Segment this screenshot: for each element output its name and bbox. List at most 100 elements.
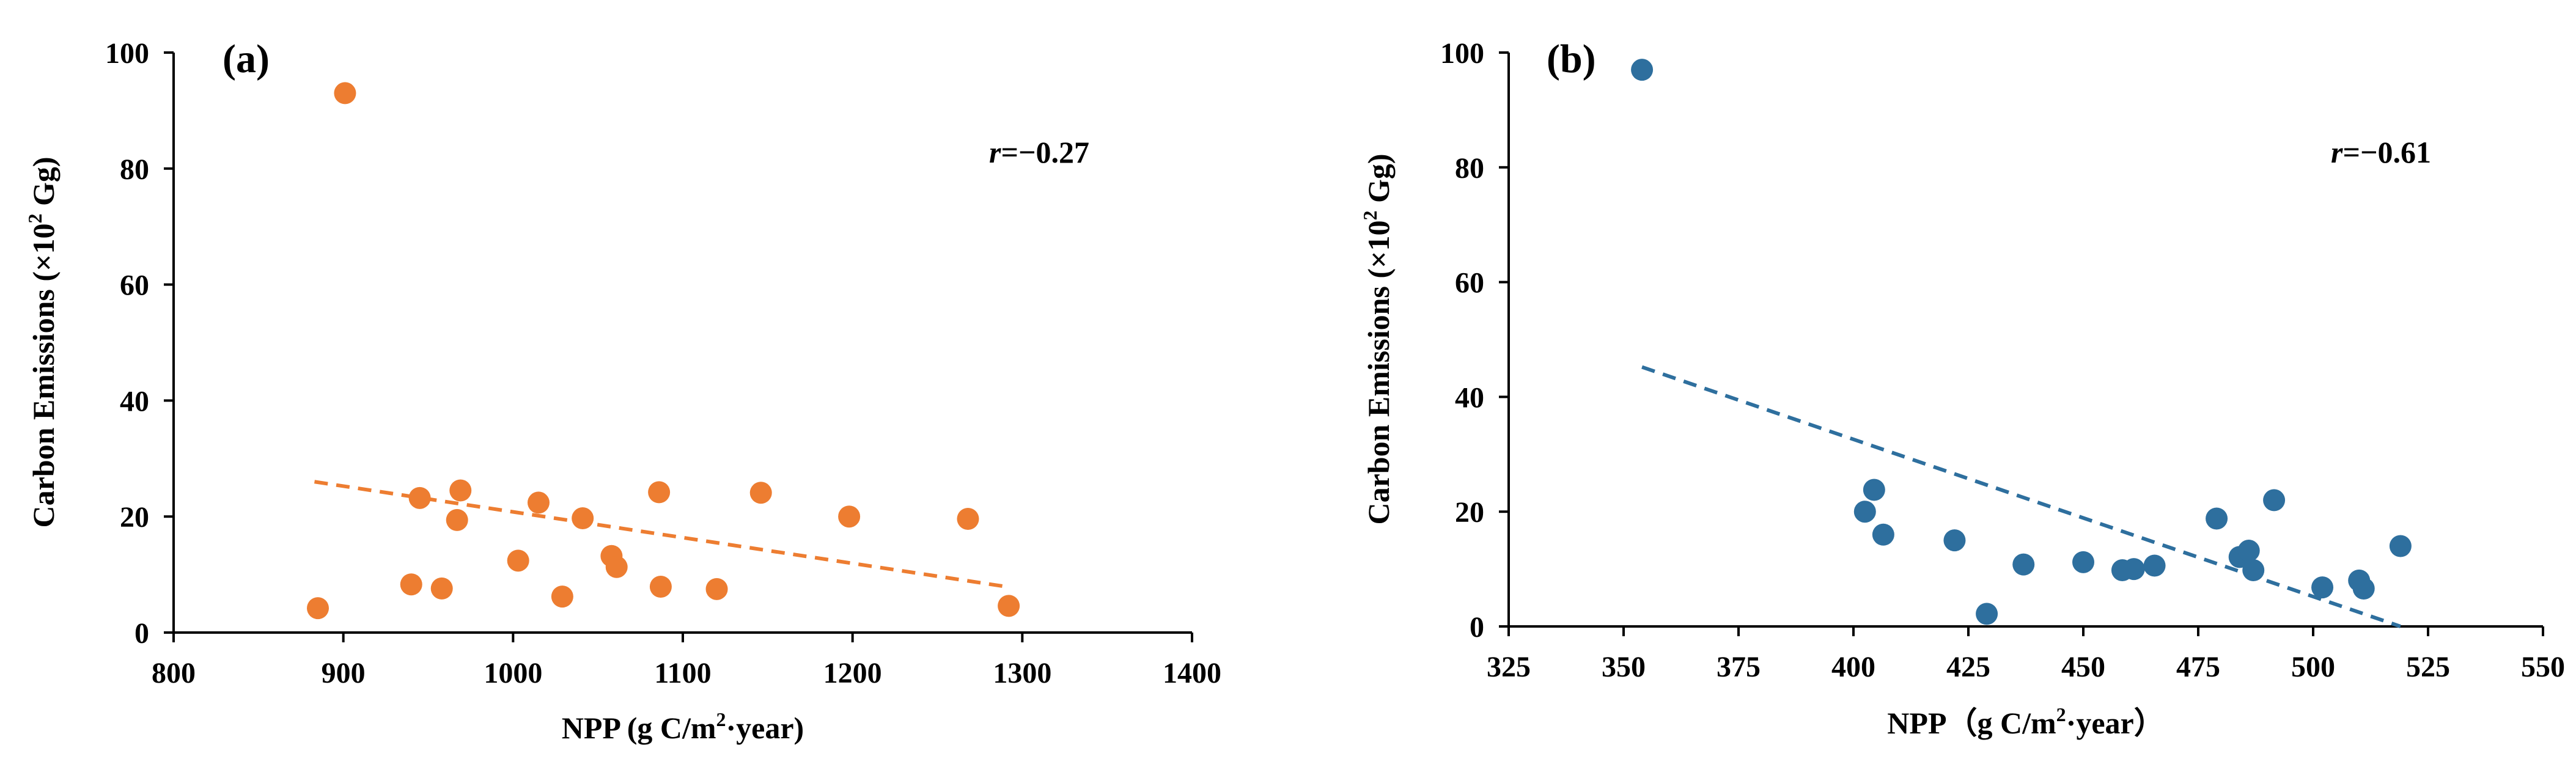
panel-b-ylabel-suffix: Gg) xyxy=(1361,153,1396,210)
panel-b-x-tick-label: 550 xyxy=(2521,651,2565,683)
panel-a-xlabel-suffix: ·year) xyxy=(726,711,804,745)
panel-b-data-point xyxy=(2072,551,2094,573)
panel-b-data-point xyxy=(2143,554,2166,577)
chart-panel-a: 800 900 1000 1100 1200 1300 1400 020406080100 … xyxy=(24,37,1221,745)
panel-a-data-point xyxy=(400,573,422,596)
panel-a-correlation-label: r=−0.27 xyxy=(989,135,1089,169)
panel-b-data-point xyxy=(2352,578,2375,600)
panel-b-ylabel-sup: 2 xyxy=(1359,211,1381,221)
panel-a-y-ticks: 0 20 40 60 80 100 xyxy=(105,37,174,650)
panel-b-x-tick-label: 500 xyxy=(2291,651,2335,683)
panel-b-x-tick-label: 425 xyxy=(1946,651,1990,683)
panel-a-data-point xyxy=(605,556,628,578)
panel-b-trendline xyxy=(1641,365,2401,628)
panel-b-x-axis-title: NPP（g C/m2·year） xyxy=(1887,703,2164,740)
panel-a-r-value: =−0.27 xyxy=(1001,135,1089,169)
panel-a-y-tick-label: 20 xyxy=(120,501,149,534)
panel-a-xlabel-prefix: NPP (g C/m xyxy=(562,711,716,745)
panel-a-data-point xyxy=(527,491,550,514)
panel-b-points xyxy=(1631,59,2412,625)
panel-a-data-point xyxy=(749,482,772,504)
panel-b-y-tick-label: 40 xyxy=(1455,381,1484,414)
panel-a-data-point xyxy=(998,595,1020,617)
panel-a-x-tick-label: 900 xyxy=(322,657,366,689)
panel-b-y-tick-label: 100 xyxy=(1440,37,1484,70)
panel-a-y-tick-label: 80 xyxy=(120,153,149,186)
panel-b-y-tick-label: 60 xyxy=(1455,267,1484,299)
panel-b-y-ticks: 0 20 40 60 80 100 xyxy=(1440,37,1509,644)
panel-b-data-point xyxy=(2242,559,2265,581)
panel-a-x-tick-label: 1200 xyxy=(823,657,882,689)
panel-a-data-point xyxy=(446,508,468,531)
panel-a-y-axis-title: Carbon Emissions (×102 Gg) xyxy=(24,156,61,527)
panel-b-x-tick-label: 400 xyxy=(1831,651,1875,683)
panel-a-points xyxy=(307,82,1020,620)
panel-b-data-point xyxy=(1943,529,1966,552)
panel-b-data-point xyxy=(1853,501,1876,523)
panel-a-data-point xyxy=(307,597,329,620)
panel-b-data-point xyxy=(1976,603,1998,625)
panel-b-correlation-label: r=−0.61 xyxy=(2331,135,2431,169)
panel-a-ylabel-sup: 2 xyxy=(24,214,46,224)
panel-a-x-tick-label: 1000 xyxy=(484,657,542,689)
panel-a-data-point xyxy=(649,576,672,598)
panel-b-data-point xyxy=(1872,523,1894,546)
panel-b-x-tick-label: 475 xyxy=(2176,651,2220,683)
panel-a-data-point xyxy=(705,578,728,600)
panel-a-ylabel-suffix: Gg) xyxy=(26,156,61,213)
panel-a-r-symbol: r xyxy=(989,135,1001,169)
panel-b-x-tick-label: 325 xyxy=(1487,651,1531,683)
panel-a-y-tick-label: 100 xyxy=(105,37,149,70)
panel-a-y-tick-label: 60 xyxy=(120,270,149,302)
panel-b-y-tick-label: 20 xyxy=(1455,496,1484,529)
panel-b-x-tick-label: 525 xyxy=(2406,651,2450,683)
panel-a-data-point xyxy=(449,479,472,502)
panel-b-y-tick-label: 0 xyxy=(1470,611,1484,644)
panel-b-data-point xyxy=(2263,489,2286,512)
panel-a-x-tick-label: 1400 xyxy=(1163,657,1221,689)
panel-b-y-tick-label: 80 xyxy=(1455,152,1484,185)
panel-b-x-tick-label: 375 xyxy=(1717,651,1761,683)
panel-a-xlabel-sup: 2 xyxy=(716,708,726,730)
panel-a-x-tick-label: 800 xyxy=(152,657,196,689)
panel-a-data-point xyxy=(957,507,979,530)
panel-a-data-point xyxy=(572,507,594,530)
panel-a-data-point xyxy=(334,82,356,105)
panel-b-xlabel-prefix: NPP（g C/m xyxy=(1887,706,2056,740)
panel-a-data-point xyxy=(408,486,431,509)
panel-b-data-point xyxy=(2012,553,2035,576)
panel-a-y-tick-label: 40 xyxy=(120,385,149,417)
panel-a-data-point xyxy=(430,577,453,600)
panel-a-x-tick-label: 1300 xyxy=(993,657,1051,689)
panel-b-xlabel-suffix: ·year） xyxy=(2066,706,2165,740)
panel-b-x-tick-label: 350 xyxy=(1602,651,1646,683)
panel-a-x-ticks: 800 900 1000 1100 1200 1300 1400 xyxy=(152,633,1221,689)
panel-a-data-point xyxy=(648,481,671,504)
panel-b-data-point xyxy=(2122,558,2145,581)
panel-b-ylabel-prefix: Carbon Emissions (×10 xyxy=(1361,221,1396,525)
panel-b-x-tick-label: 450 xyxy=(2061,651,2105,683)
panel-b-r-value: =−0.61 xyxy=(2342,135,2431,169)
panel-a-data-point xyxy=(507,549,529,572)
panel-b-label: (b) xyxy=(1547,37,1596,81)
panel-b-data-point xyxy=(2389,535,2412,557)
panel-a-label: (a) xyxy=(223,37,270,81)
panel-a-x-tick-label: 1100 xyxy=(654,657,711,689)
panel-a-y-tick-label: 0 xyxy=(134,617,149,650)
panel-a-data-point xyxy=(838,505,861,528)
panel-b-data-point xyxy=(2237,540,2260,562)
chart-panel-b: 325 350 375 400 425 450 475 500 525 550 0 20 40 60 80… xyxy=(1359,37,2565,740)
panel-b-data-point xyxy=(2311,576,2334,599)
panel-a-data-point xyxy=(551,585,573,608)
panel-b-xlabel-sup: 2 xyxy=(2056,703,2066,725)
panel-b-data-point xyxy=(1631,59,1654,81)
panel-a-ylabel-prefix: Carbon Emissions (×10 xyxy=(26,224,61,528)
panel-b-r-symbol: r xyxy=(2331,135,2343,169)
panel-b-y-axis-title: Carbon Emissions (×102 Gg) xyxy=(1359,153,1396,524)
panel-b-trendline-layer xyxy=(1641,365,2401,628)
panel-b-data-point xyxy=(1863,479,1885,501)
panel-b-data-point xyxy=(2206,507,2228,530)
panel-a-x-axis-title: NPP (g C/m2·year) xyxy=(562,708,804,745)
panel-b-x-ticks: 325 350 375 400 425 450 475 500 525 550 xyxy=(1487,626,2565,683)
